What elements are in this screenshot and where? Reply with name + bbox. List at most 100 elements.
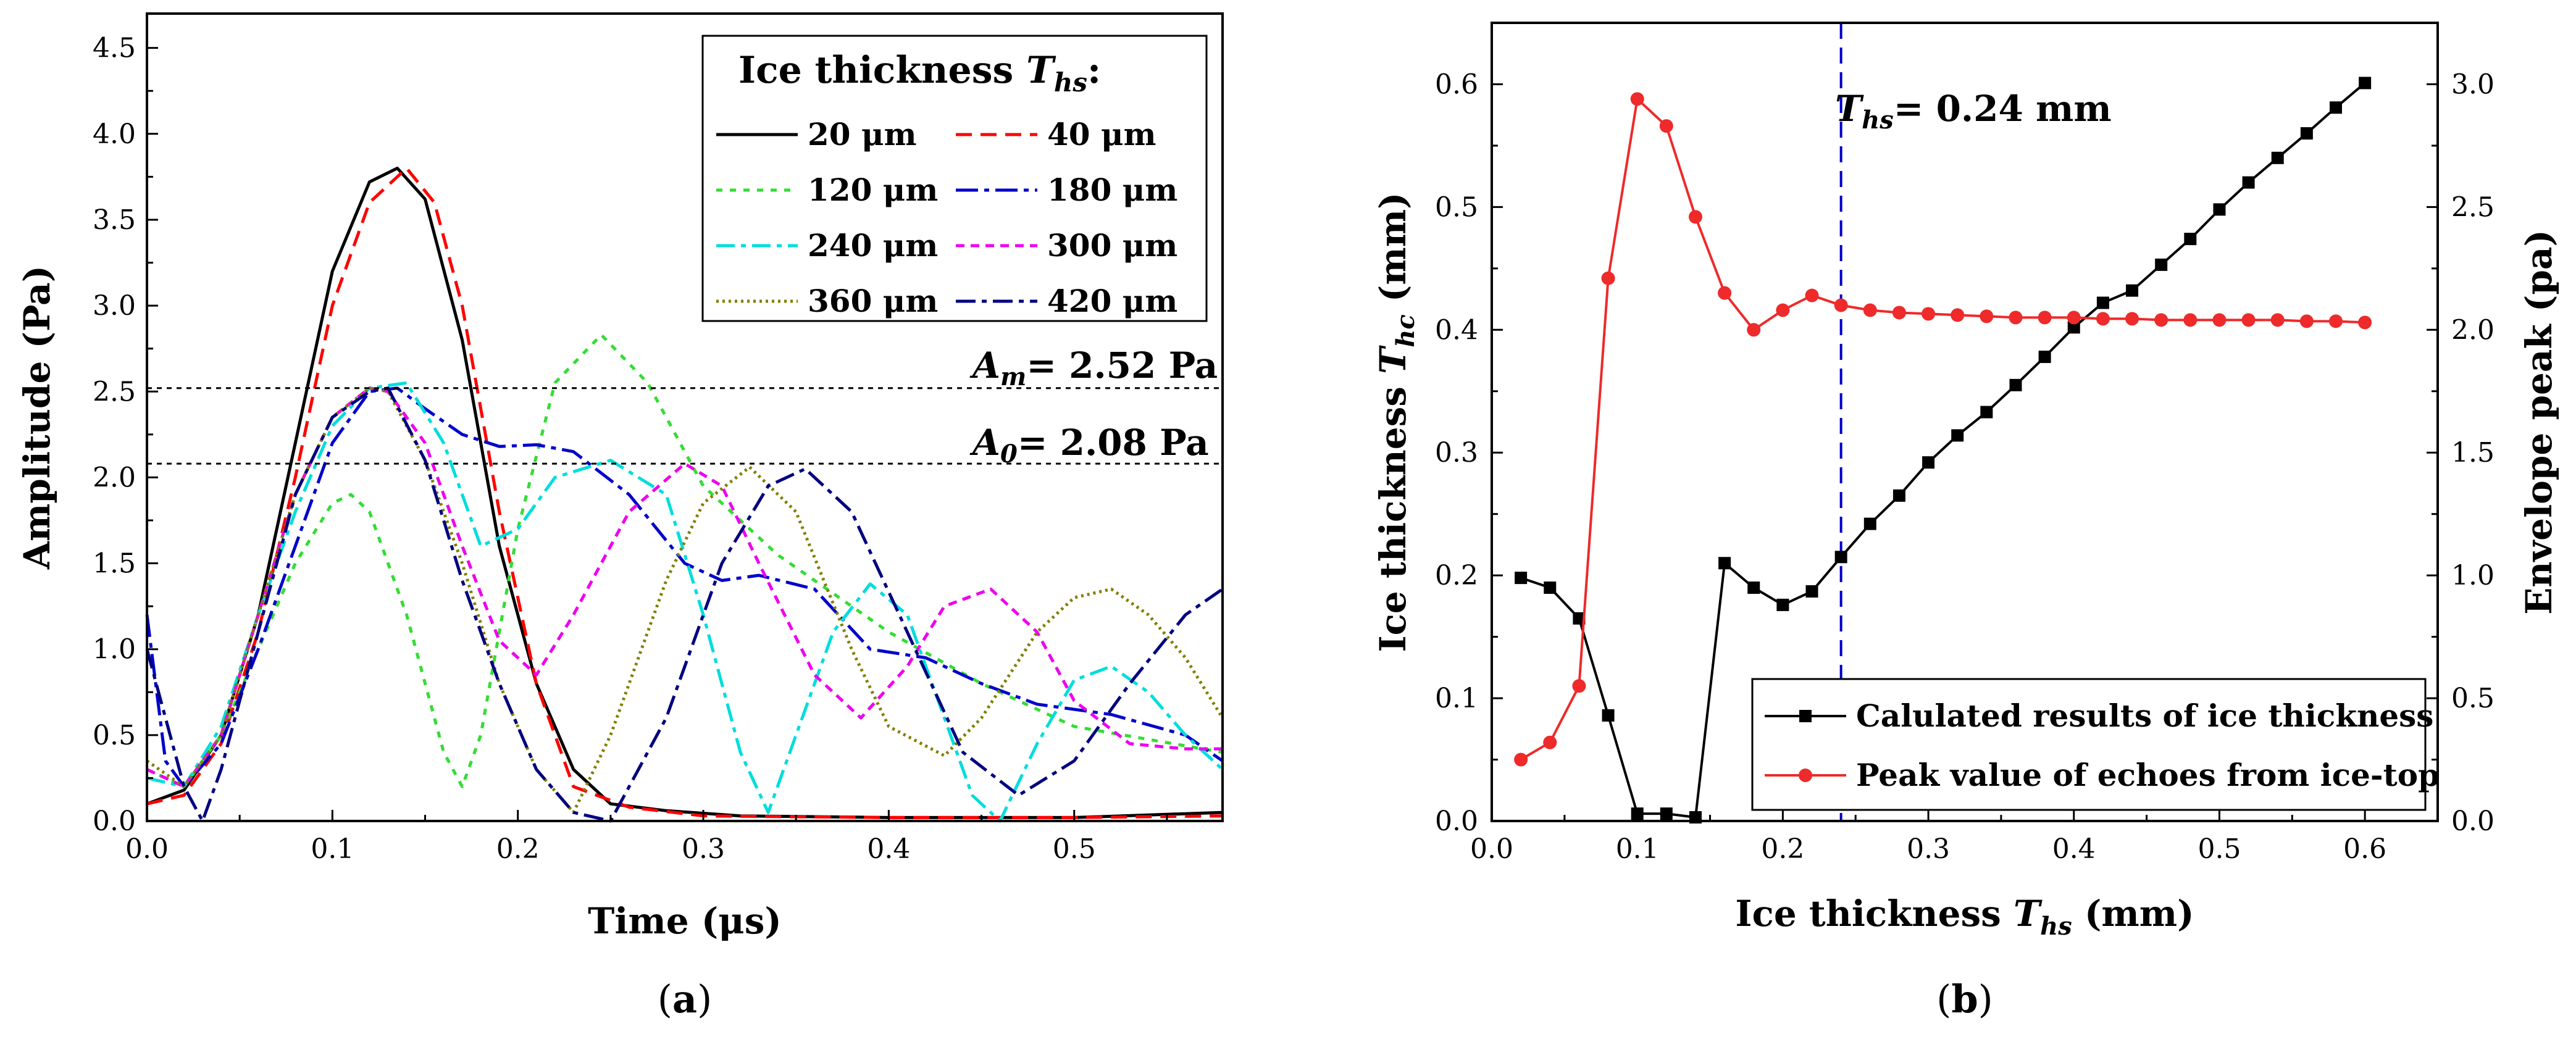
- data-point-square: [2126, 284, 2139, 297]
- data-point-circle: [2241, 313, 2256, 327]
- y2-tick-label: 0.0: [2451, 806, 2494, 837]
- data-point-circle: [2154, 313, 2168, 327]
- data-point-square: [2300, 127, 2313, 140]
- panel-a-plot-frame: [146, 12, 1224, 822]
- data-point-square: [1718, 557, 1731, 570]
- data-point-square: [1922, 456, 1935, 469]
- panel-a-y-ticks: 0.0 0.5 1.0 1.5 2.0 2.5 3.0 3.5 4.0 4.5: [93, 33, 158, 837]
- data-point-square: [2038, 351, 2051, 364]
- data-point-circle: [1601, 271, 1615, 285]
- data-point-circle: [2329, 314, 2343, 328]
- panel-a-series-group: [145, 167, 1224, 823]
- panel-a-ref-label-a0: A0= 2.08 Pa: [969, 422, 1209, 469]
- y2-tick-label: 0.5: [2451, 683, 2494, 714]
- data-point-square: [1602, 709, 1615, 722]
- data-point-square: [1863, 517, 1876, 530]
- data-point-square: [1951, 429, 1964, 442]
- y-tick-label: 0.6: [1435, 69, 1478, 100]
- legend-label-calulated-results-of-ice-thickness: Calulated results of ice thickness: [1856, 698, 2433, 734]
- data-point-circle: [1688, 210, 1702, 224]
- series-240-m-line: [146, 381, 1224, 823]
- x-tick-label: 0.1: [311, 833, 354, 865]
- y2-tick-label: 2.0: [2451, 314, 2494, 346]
- panel-b-y-ticks: 0.0 0.1 0.2 0.3 0.4 0.5 0.6: [1435, 22, 1503, 837]
- y-tick-label: 1.5: [93, 548, 136, 580]
- panel-b-legend-box: [1751, 678, 2427, 811]
- data-point-circle: [1514, 752, 1528, 767]
- y-tick-label: 0.4: [1435, 314, 1478, 346]
- legend-label-20-m: 20 μm: [808, 116, 917, 152]
- data-point-square: [2213, 203, 2226, 216]
- x-tick-label: 0.1: [1616, 833, 1659, 865]
- x-tick-label: 0.3: [1907, 833, 1950, 865]
- legend-label-300-m: 300 μm: [1047, 227, 1177, 264]
- data-point-square: [2184, 233, 2197, 246]
- y-tick-label: 1.0: [93, 634, 136, 665]
- data-point-circle: [1834, 298, 1848, 312]
- data-point-circle: [2096, 312, 2110, 326]
- data-point-circle: [1892, 306, 1906, 320]
- panel-a-label: (a): [658, 977, 713, 1022]
- y-tick-label: 0.2: [1435, 560, 1478, 591]
- legend-label-420-m: 420 μm: [1047, 283, 1177, 319]
- y-tick-label: 0.0: [1435, 806, 1478, 837]
- panel-b-chart: 0.0 0.1 0.2 0.3 0.4 0.5 0.6 0.0 0.1 0.2 0.3 0.4 0.5…: [1372, 22, 2560, 1022]
- data-point-square: [2096, 296, 2109, 309]
- y-tick-label: 3.0: [93, 290, 136, 322]
- legend-label-180-m: 180 μm: [1047, 172, 1177, 208]
- data-point-square: [1544, 581, 1557, 594]
- legend-label-360-m: 360 μm: [808, 283, 938, 319]
- panel-b-label: (b): [1936, 977, 1993, 1022]
- panel-a-x-axis-label: Time (μs): [588, 900, 782, 942]
- panel-a-legend-box: [701, 35, 1208, 322]
- y-tick-label: 0.1: [1435, 683, 1478, 714]
- data-point-circle: [1980, 309, 1994, 323]
- data-point-circle: [2125, 312, 2139, 326]
- series-180-m-line: [145, 386, 1224, 788]
- panel-b-y2-axis-label: Envelope peak (pa): [2518, 230, 2560, 615]
- data-point-circle: [1543, 735, 1557, 749]
- series-120-m-line: [146, 333, 1223, 788]
- panel-b-y-axis-label: Ice thickness Thc (mm): [1372, 192, 1420, 652]
- panel-a-ref-label-am: Am= 2.52 Pa: [969, 344, 1218, 391]
- legend-label-peak-value-of-echoes-from-ice-top: Peak value of echoes from ice-top: [1856, 757, 2440, 793]
- y-tick-label: 0.5: [1435, 191, 1478, 223]
- series-peak-value-of-echoes-from-ice-top-line: [1520, 96, 2365, 761]
- legend-label-40-m: 40 μm: [1047, 116, 1156, 152]
- data-point-circle: [2038, 311, 2052, 325]
- panel-a-legend: Ice thickness Ths: 20 μm 40 μm 120 μm 180 μ…: [701, 35, 1208, 322]
- legend-swatch-square: [1799, 710, 1812, 722]
- data-point-circle: [1776, 303, 1790, 317]
- data-point-square: [1805, 585, 1818, 598]
- data-point-circle: [2183, 313, 2198, 327]
- panel-b-x-axis-label: Ice thickness Ths (mm): [1735, 893, 2194, 941]
- data-point-circle: [1805, 288, 1819, 302]
- panel-b-legend-items: Calulated results of ice thickness Peak v…: [1765, 698, 2440, 793]
- series-40-m-line: [146, 167, 1223, 819]
- y2-tick-label: 2.5: [2451, 191, 2494, 223]
- data-point-circle: [1747, 323, 1761, 337]
- x-tick-label: 0.4: [2052, 833, 2096, 865]
- data-point-circle: [1922, 307, 1936, 321]
- x-tick-label: 0.2: [496, 833, 540, 865]
- panel-b-vline-label: Ths= 0.24 mm: [1835, 88, 2112, 135]
- data-point-circle: [1951, 308, 1965, 322]
- y-tick-label: 3.5: [93, 204, 136, 236]
- data-point-circle: [1572, 679, 1586, 693]
- data-point-circle: [2212, 313, 2227, 327]
- data-point-circle: [2270, 313, 2285, 327]
- panel-a-legend-title: Ice thickness Ths:: [738, 49, 1101, 98]
- panel-b-plot-frame: [1491, 22, 2439, 822]
- y2-tick-label: 1.0: [2451, 560, 2494, 591]
- panel-b-series-group: [1514, 77, 2372, 824]
- x-tick-label: 0.0: [1470, 833, 1513, 865]
- data-point-square: [1776, 598, 1789, 611]
- legend-label-240-m: 240 μm: [808, 227, 938, 264]
- data-point-circle: [2009, 311, 2023, 325]
- data-point-square: [1980, 406, 1993, 419]
- data-point-circle: [1718, 286, 1732, 300]
- x-tick-label: 0.2: [1761, 833, 1804, 865]
- data-point-square: [2155, 258, 2168, 271]
- y-tick-label: 4.5: [93, 33, 136, 64]
